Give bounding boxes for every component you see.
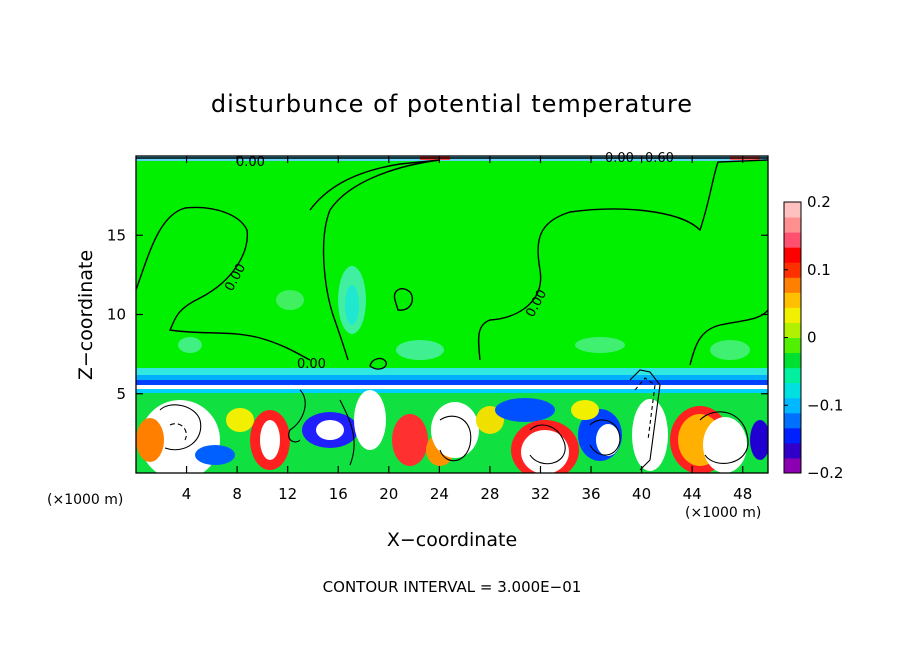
y-axis-title: Z−coordinate xyxy=(75,250,97,380)
colorbar-swatch xyxy=(784,367,801,384)
band-blue xyxy=(136,380,768,386)
colorbar-tick-label: −0.1 xyxy=(807,396,843,414)
contour-label: 0.00 xyxy=(297,357,326,372)
bl-white-9 xyxy=(703,417,747,473)
anomaly-cyan-core xyxy=(345,285,359,325)
colorbar-ticks: 0.2 0.1 0 −0.1 −0.2 xyxy=(784,193,843,482)
contour-0-right xyxy=(477,159,768,361)
colorbar-swatch xyxy=(784,232,801,248)
bl-white-5 xyxy=(431,402,479,458)
contour-bl-5 xyxy=(529,424,566,465)
colorbar-swatch xyxy=(784,247,801,263)
x-tick-label: 24 xyxy=(430,485,449,503)
x-tick-label: 16 xyxy=(329,485,348,503)
colorbar-swatch xyxy=(784,277,801,293)
contour-bl-10 xyxy=(288,389,306,443)
x-tick-label: 32 xyxy=(531,485,550,503)
contour-0-small xyxy=(393,288,414,311)
colorbar-swatch xyxy=(784,202,801,218)
colorbar-tick-label: 0.2 xyxy=(807,193,831,211)
bl-white-6 xyxy=(521,430,569,473)
bl-red-3 xyxy=(392,414,428,466)
bl-white-4 xyxy=(354,390,386,450)
y-unit-label: (×1000 m) xyxy=(47,492,123,508)
contour-bl-7 xyxy=(629,369,661,471)
colorbar xyxy=(784,202,801,474)
colorbar-swatch xyxy=(784,337,801,354)
colorbar-swatch xyxy=(784,412,801,429)
plot-area xyxy=(136,156,768,473)
bl-red-1 xyxy=(136,418,164,462)
x-tick-label: 28 xyxy=(480,485,499,503)
colorbar-swatch xyxy=(784,217,801,233)
y-tick-label: 15 xyxy=(107,226,126,244)
contour-bl-8 xyxy=(634,377,656,441)
x-tick-label: 40 xyxy=(632,485,651,503)
colorbar-tick-label: 0.1 xyxy=(807,261,831,279)
contour-interval-note: CONTOUR INTERVAL = 3.000E−01 xyxy=(323,578,582,596)
contour-bl-2 xyxy=(169,423,187,441)
contour-bl-3 xyxy=(339,399,355,466)
colorbar-swatch xyxy=(784,307,801,323)
contour-bl-1 xyxy=(159,404,202,451)
colorbar-swatch xyxy=(784,382,801,399)
contour-bl-4 xyxy=(439,415,472,462)
x-tick-label: 36 xyxy=(581,485,600,503)
colorbar-swatch xyxy=(784,457,801,474)
colorbar-swatch xyxy=(784,442,801,459)
x-tick-label: 8 xyxy=(232,485,242,503)
colorbar-swatch xyxy=(784,292,801,308)
anomaly-green-2 xyxy=(276,290,304,310)
bl-blue-5 xyxy=(750,420,768,460)
contour-label: 0.00 xyxy=(605,151,634,166)
bl-blue-1 xyxy=(195,445,235,465)
band-white xyxy=(136,385,768,389)
contour-lines xyxy=(136,157,768,370)
y-axis-ticks: 5 10 15 xyxy=(107,226,768,403)
contour-0-mid xyxy=(309,159,441,361)
bl-white-8 xyxy=(632,399,668,471)
x-axis-title: X−coordinate xyxy=(387,529,517,551)
colorbar-tick-label: −0.2 xyxy=(807,464,843,482)
bl-white-7 xyxy=(596,424,620,456)
anomaly-green-3 xyxy=(396,340,444,360)
contour-label: 0.60 xyxy=(645,151,674,166)
chart-title: disturbunce of potential temperature xyxy=(211,90,693,118)
y-tick-label: 10 xyxy=(107,306,126,324)
colorbar-swatch xyxy=(784,352,801,369)
y-tick-label: 5 xyxy=(116,385,126,403)
contour-0-small-2 xyxy=(369,357,387,370)
x-tick-label: 4 xyxy=(182,485,192,503)
anomaly-green-6 xyxy=(178,337,202,353)
contour-bl-6 xyxy=(589,419,621,456)
bl-yellow-1 xyxy=(226,408,254,432)
contour-0-right-low xyxy=(689,309,768,366)
bl-white-3 xyxy=(316,420,344,440)
anomaly-green-5 xyxy=(710,340,750,360)
contour-label: 0.00 xyxy=(236,155,265,170)
x-tick-label: 20 xyxy=(379,485,398,503)
contour-0-left xyxy=(136,206,311,361)
x-tick-label: 12 xyxy=(278,485,297,503)
contour-bl-9 xyxy=(699,411,749,464)
band-cyan-2 xyxy=(136,389,768,393)
anomaly-green-4 xyxy=(575,337,625,353)
colorbar-swatch xyxy=(784,262,801,278)
colorbar-tick-label: 0 xyxy=(807,329,817,347)
x-tick-label: 48 xyxy=(733,485,752,503)
bl-white-2 xyxy=(260,420,280,460)
colorbar-swatch xyxy=(784,427,801,444)
colorbar-swatch xyxy=(784,397,801,414)
x-tick-label: 44 xyxy=(683,485,702,503)
x-axis-ticks: 4 8 12 16 20 24 28 32 36 40 44 48 xyxy=(182,156,752,503)
band-blue-light xyxy=(136,375,768,381)
bl-blue-3 xyxy=(495,398,555,422)
band-cyan xyxy=(136,368,768,376)
contour-lines-bl xyxy=(159,369,749,471)
x-unit-label: (×1000 m) xyxy=(685,505,761,521)
colorbar-swatch xyxy=(784,322,801,338)
bl-yellow-3 xyxy=(571,400,599,420)
